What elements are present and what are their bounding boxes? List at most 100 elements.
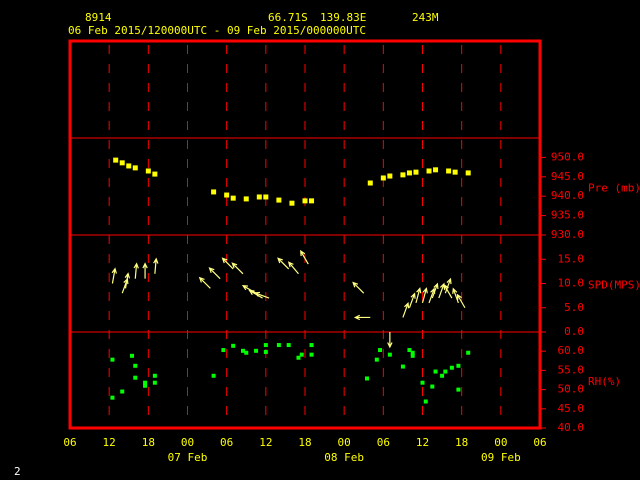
wind-arrow <box>456 293 466 309</box>
point <box>152 380 157 385</box>
y-tick-label: 60.0 <box>558 344 585 357</box>
point <box>254 348 259 353</box>
point <box>152 171 158 177</box>
point <box>263 194 269 200</box>
wind-arrow <box>221 257 234 270</box>
y-tick-label: 950.0 <box>551 150 584 163</box>
point <box>449 365 454 370</box>
point <box>211 189 217 195</box>
point <box>276 343 281 348</box>
x-tick-label: 18 <box>455 436 468 449</box>
wind-arrow <box>452 287 459 304</box>
point <box>110 395 115 400</box>
y-axis-title: SPD(MPS) <box>588 279 640 292</box>
point <box>410 350 415 355</box>
x-tick-label: 06 <box>63 436 76 449</box>
wind-arrow <box>124 272 131 289</box>
wind-arrow <box>431 282 439 299</box>
y-tick-label: 940.0 <box>551 189 584 202</box>
wind-arrow <box>408 292 416 308</box>
x-tick-label: 06 <box>220 436 233 449</box>
point <box>365 376 370 381</box>
wind-arrow <box>428 287 436 304</box>
latitude: 66.71S <box>268 11 308 24</box>
y-tick-label: 5.0 <box>564 301 584 314</box>
y-tick-label: 50.0 <box>558 383 585 396</box>
wind-arrow <box>253 291 270 299</box>
y-tick-label: 935.0 <box>551 209 584 222</box>
wind-arrow <box>444 277 452 294</box>
point <box>302 198 308 204</box>
point <box>244 350 249 355</box>
x-tick-label: 06 <box>377 436 390 449</box>
point <box>120 389 125 394</box>
point <box>240 348 245 353</box>
y-tick-label: 55.0 <box>558 363 585 376</box>
y-tick-label: 10.0 <box>558 277 585 290</box>
point <box>224 192 230 198</box>
point <box>420 380 425 385</box>
point <box>289 200 295 206</box>
y-tick-label: 930.0 <box>551 228 584 241</box>
point <box>256 194 262 200</box>
date-label: 08 Feb <box>324 451 364 464</box>
y-tick-label: 945.0 <box>551 170 584 183</box>
point <box>132 165 138 171</box>
wind-arrow <box>133 262 139 279</box>
point <box>378 348 383 353</box>
page-number: 2 <box>14 465 21 478</box>
point <box>433 167 439 173</box>
point <box>466 350 471 355</box>
point <box>133 363 138 368</box>
wind-arrow <box>353 314 371 321</box>
point <box>410 353 415 358</box>
point <box>387 352 392 357</box>
point <box>143 383 148 388</box>
point <box>443 369 448 374</box>
wind-arrow <box>208 267 221 280</box>
point <box>452 169 458 175</box>
point <box>374 357 379 362</box>
wind-arrow <box>438 282 446 299</box>
wind-arrow <box>443 283 453 299</box>
point <box>231 343 236 348</box>
x-tick-label: 06 <box>533 436 546 449</box>
elevation: 243M <box>412 11 439 24</box>
point <box>387 173 393 179</box>
longitude: 139.83E <box>320 11 366 24</box>
station-id: 8914 <box>85 11 112 24</box>
x-tick-label: 12 <box>259 436 272 449</box>
point <box>145 168 151 174</box>
wind-arrow <box>142 262 148 279</box>
point <box>430 384 435 389</box>
y-axis-title: RH(%) <box>588 375 621 388</box>
point <box>221 348 226 353</box>
point <box>400 172 406 178</box>
point <box>400 364 405 369</box>
point <box>407 348 412 353</box>
point <box>130 353 135 358</box>
point <box>406 170 412 176</box>
point <box>456 387 461 392</box>
y-axis-title: Pre (mb) <box>588 182 640 195</box>
period: 06 Feb 2015/120000UTC - 09 Feb 2015/0000… <box>68 24 366 37</box>
point <box>113 157 119 163</box>
wind-arrow <box>421 287 428 304</box>
y-tick-label: 40.0 <box>558 421 585 434</box>
point <box>299 352 304 357</box>
point <box>243 196 249 202</box>
x-tick-label: 12 <box>416 436 429 449</box>
point <box>309 198 315 204</box>
wind-arrow <box>111 267 117 284</box>
point <box>380 175 386 181</box>
x-tick-label: 00 <box>181 436 194 449</box>
point <box>413 169 419 175</box>
point <box>440 373 445 378</box>
wind-arrow <box>352 281 365 294</box>
date-label: 09 Feb <box>481 451 521 464</box>
y-tick-label: 0.0 <box>564 325 584 338</box>
x-tick-label: 18 <box>298 436 311 449</box>
point <box>423 399 428 404</box>
point <box>309 352 314 357</box>
point <box>119 160 125 166</box>
